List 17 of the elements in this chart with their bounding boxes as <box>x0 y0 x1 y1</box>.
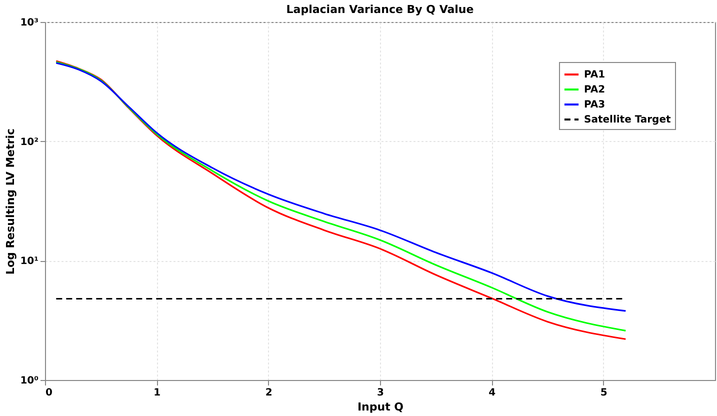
x-axis-title: Input Q <box>357 400 404 414</box>
y-tick-label: 10⁰ <box>20 376 38 386</box>
legend-label: PA2 <box>584 84 606 96</box>
chart-title: Laplacian Variance By Q Value <box>286 3 474 16</box>
x-tick-label: 5 <box>600 388 608 398</box>
legend-label: PA1 <box>584 70 606 80</box>
x-tick-label: 2 <box>265 388 272 398</box>
x-tick-label: 4 <box>488 388 496 398</box>
legend-label: Satellite Target <box>584 114 671 126</box>
x-tick-label: 0 <box>46 388 52 398</box>
x-tick-label: 1 <box>154 388 161 398</box>
y-tick-label: 10³ <box>20 18 38 28</box>
y-tick-label: 10² <box>20 136 38 148</box>
legend-label: PA3 <box>584 100 606 110</box>
y-tick-label: 10¹ <box>20 256 38 268</box>
x-tick-label: 3 <box>377 388 384 398</box>
y-axis-title: Log Resulting LV Metric <box>4 128 18 275</box>
